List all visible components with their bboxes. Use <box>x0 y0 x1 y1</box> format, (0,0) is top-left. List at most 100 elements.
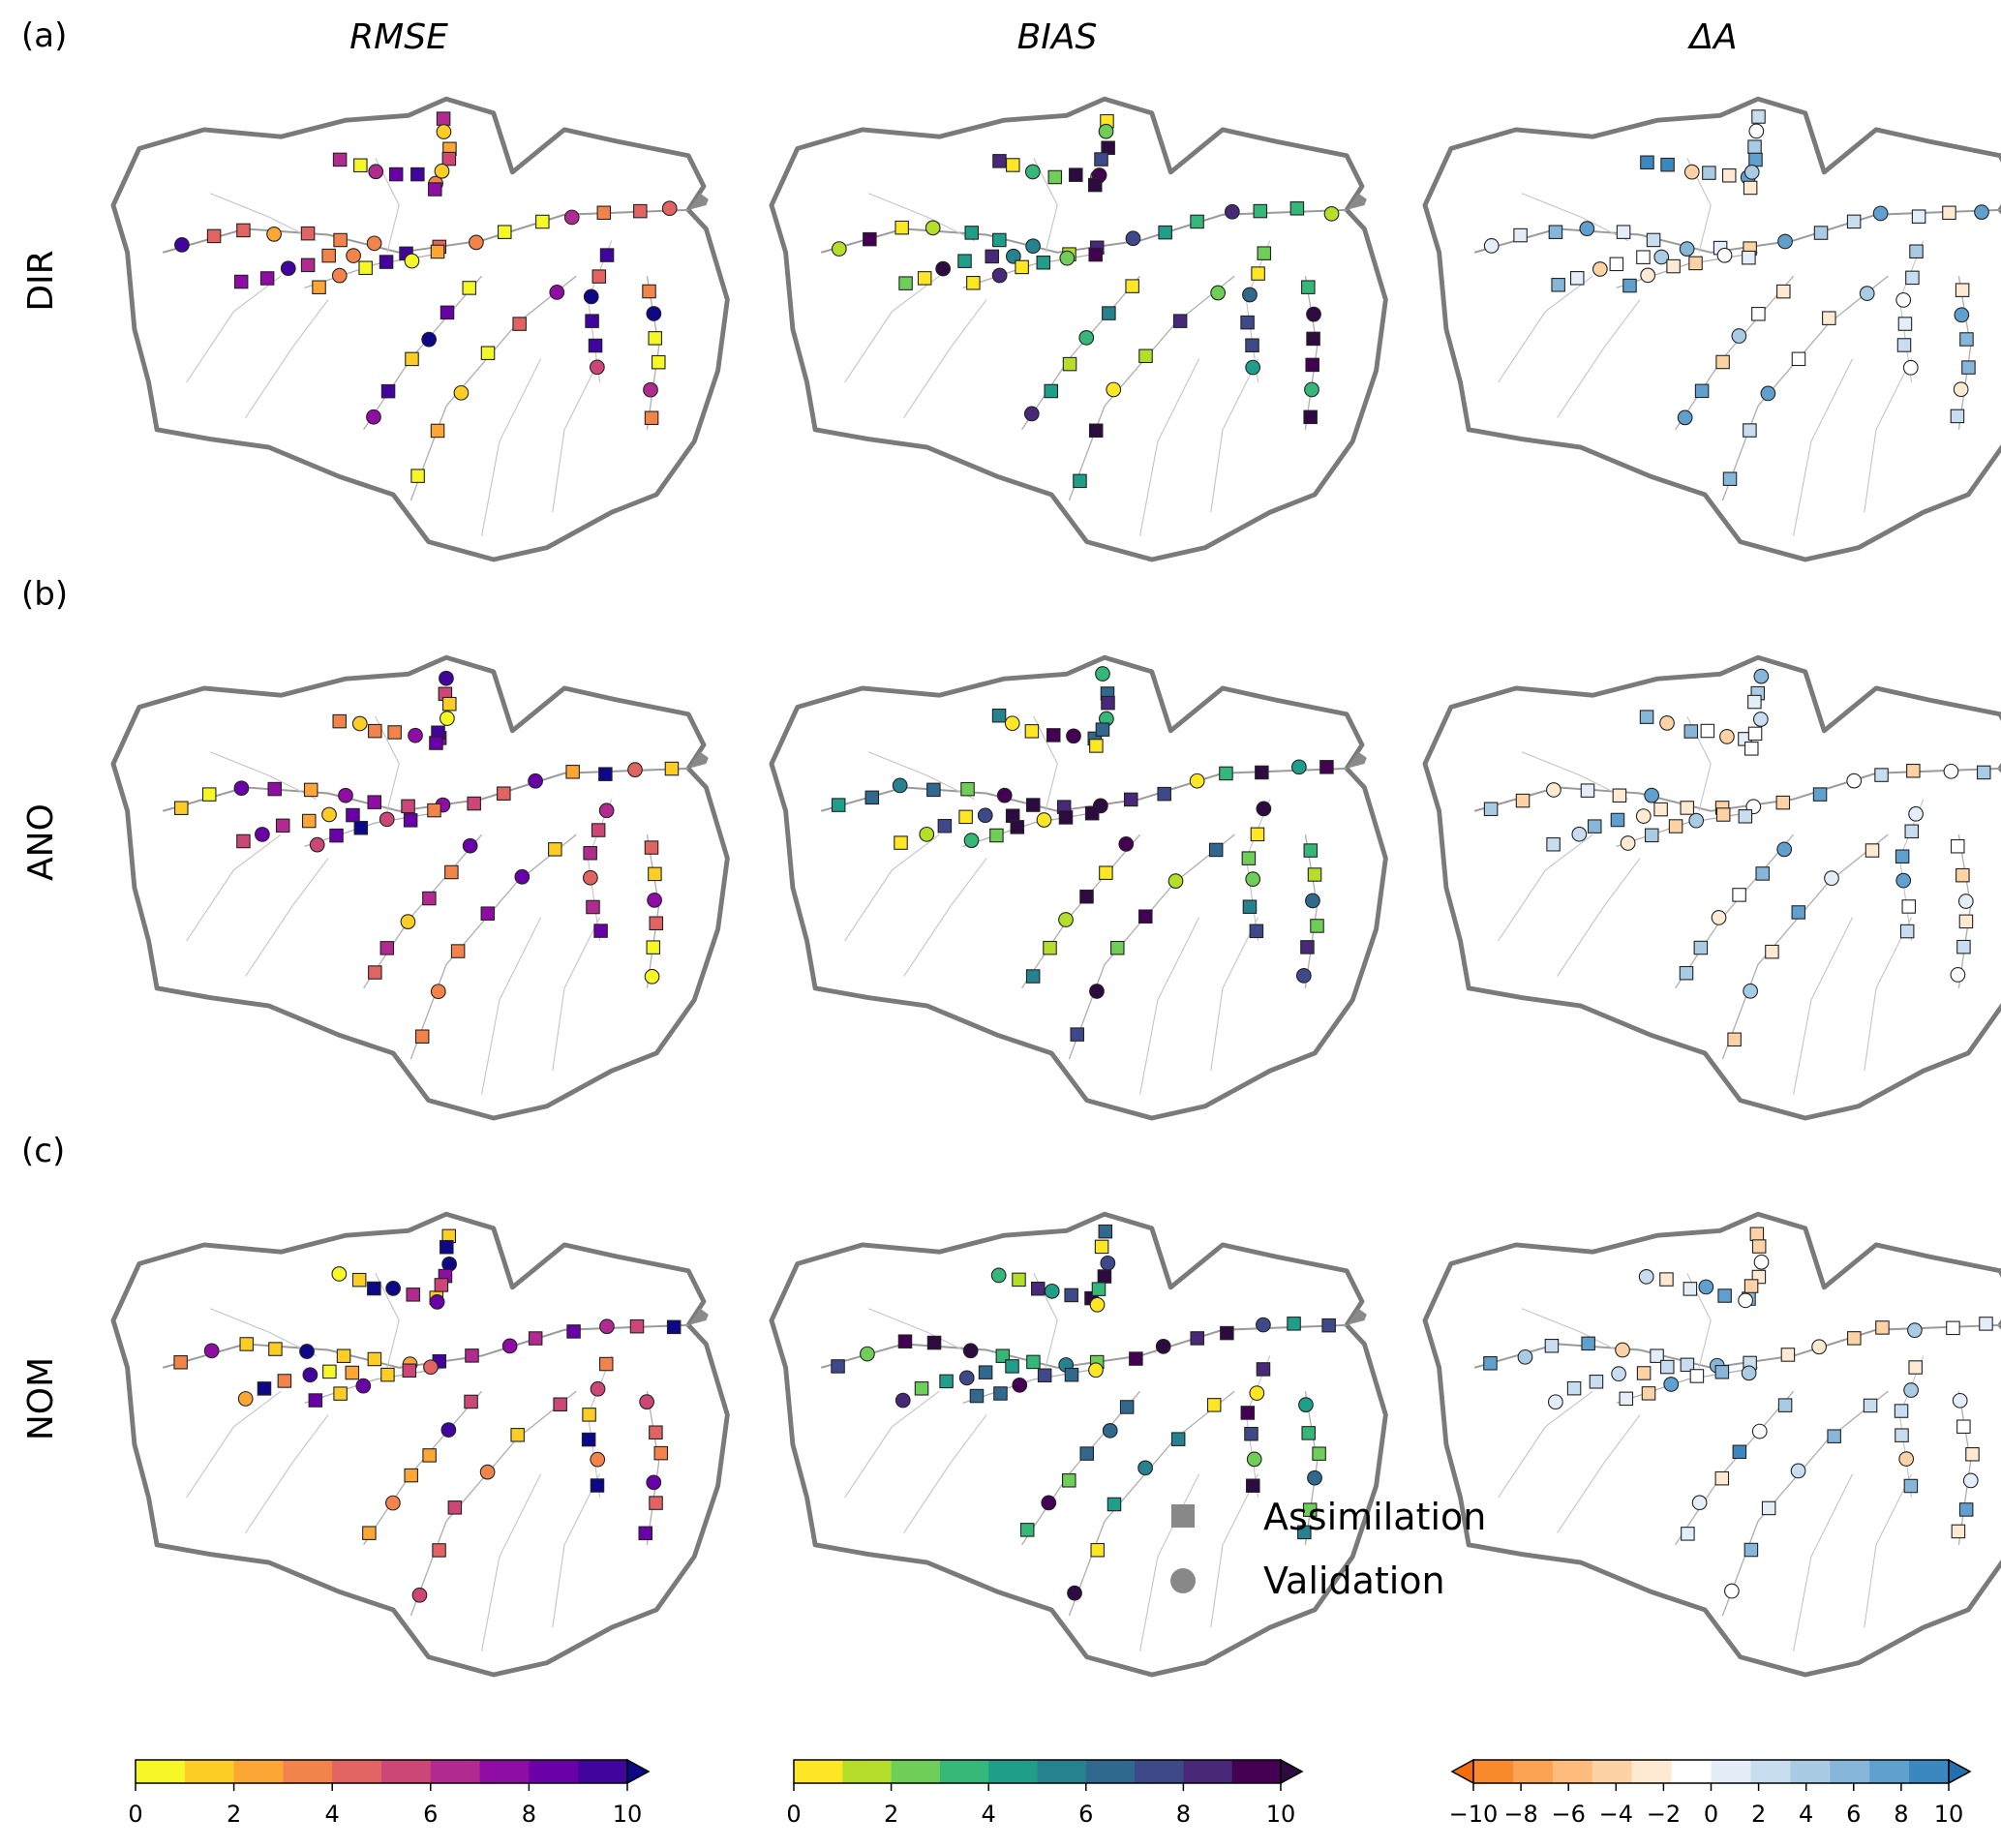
assimilation-station <box>427 803 441 818</box>
column-title-delta-a: ΔA <box>1686 17 1737 57</box>
assimilation-station <box>1319 760 1334 774</box>
assimilation-station <box>1006 158 1020 172</box>
assimilation-station <box>1310 919 1324 933</box>
validation-station <box>1245 871 1261 888</box>
validation-station <box>440 711 455 726</box>
validation-station <box>1895 292 1912 308</box>
assimilation-station <box>1680 1357 1695 1373</box>
validation-station <box>582 869 598 886</box>
validation-station <box>1620 835 1636 851</box>
validation-station <box>1711 910 1727 925</box>
colorbar-segment <box>1750 1760 1791 1783</box>
assimilation-station <box>174 801 189 816</box>
validation-station <box>309 836 325 853</box>
validation-station <box>583 288 599 305</box>
assimilation-station <box>1822 311 1836 325</box>
legend-square-marker <box>1171 1504 1195 1528</box>
assimilation-station <box>957 254 972 268</box>
assimilation-station <box>937 818 953 833</box>
validation-station <box>1748 123 1765 139</box>
assimilation-station <box>1812 787 1828 802</box>
assimilation-station <box>332 713 347 729</box>
assimilation-station <box>1717 1288 1732 1303</box>
basin-outline <box>113 657 727 1118</box>
validation-station <box>331 1266 348 1282</box>
assimilation-station <box>1714 1365 1730 1379</box>
validation-station <box>1023 406 1040 422</box>
column-title-bias: BIAS <box>1017 17 1098 57</box>
assimilation-station <box>1743 1279 1759 1293</box>
validation-station <box>598 803 615 819</box>
assimilation-station <box>1024 724 1040 739</box>
assimilation-station <box>1950 409 1965 424</box>
assimilation-station <box>1088 247 1103 262</box>
colorbars: 0 2 4 6 8 10 0 2 4 6 8 10 −10 −8 −6 −4 −2 0 2 4 6 8 10 <box>128 1758 1972 1828</box>
colorbar-1: 0 2 4 6 8 10 <box>128 1758 651 1828</box>
colorbar-tick-label: 6 <box>1078 1801 1093 1828</box>
assimilation-station <box>566 1324 581 1339</box>
assimilation-station <box>1951 1524 1966 1539</box>
validation-station <box>385 1281 402 1296</box>
validation-station <box>1291 759 1307 775</box>
validation-station <box>1663 1377 1680 1392</box>
assimilation-station <box>422 891 437 906</box>
assimilation-station <box>1515 793 1531 808</box>
assimilation-station <box>422 1448 437 1463</box>
validation-station <box>1644 787 1660 803</box>
assimilation-station <box>1693 940 1709 955</box>
assimilation-station <box>596 205 612 221</box>
assimilation-station <box>405 351 419 367</box>
validation-station <box>925 220 941 236</box>
validation-station <box>1546 782 1561 798</box>
validation-station <box>1066 728 1081 744</box>
assimilation-station <box>1749 1227 1765 1242</box>
validation-station <box>233 780 250 797</box>
assimilation-station <box>591 269 607 284</box>
colorbar-extend-right <box>1280 1758 1304 1785</box>
assimilation-station <box>1301 1426 1316 1440</box>
assimilation-station <box>1256 1362 1271 1377</box>
assimilation-station <box>333 232 348 248</box>
assimilation-station <box>652 354 666 370</box>
assimilation-station <box>591 823 606 837</box>
colorbar-tick-label: 2 <box>884 1801 898 1828</box>
validation-station <box>1688 812 1705 829</box>
assimilation-station <box>1289 201 1305 216</box>
colorbar-segment <box>1473 1760 1514 1783</box>
assimilation-station <box>429 736 443 750</box>
assimilation-station <box>590 1478 605 1493</box>
validation-station <box>590 1380 606 1397</box>
colorbar-tick-label: 0 <box>128 1801 142 1828</box>
validation-station <box>1952 1392 1968 1409</box>
assimilation-station <box>1679 965 1694 981</box>
assimilation-station <box>1544 1338 1560 1353</box>
assimilation-station <box>312 280 326 295</box>
assimilation-station <box>1747 726 1763 742</box>
validation-station <box>1776 841 1793 858</box>
assimilation-station <box>497 786 511 801</box>
colorbar-segment <box>1085 1760 1136 1783</box>
colorbar-segment <box>988 1760 1039 1783</box>
assimilation-station <box>1747 139 1762 154</box>
assimilation-station <box>1138 348 1153 364</box>
assimilation-station <box>1895 849 1910 863</box>
assimilation-station <box>1129 1351 1143 1366</box>
assimilation-station <box>1312 1446 1326 1461</box>
assimilation-station <box>1659 1272 1674 1287</box>
assimilation-station <box>1250 827 1265 842</box>
assimilation-station <box>387 725 402 740</box>
assimilation-station <box>831 798 846 812</box>
assimilation-station <box>206 228 222 244</box>
assimilation-station <box>1875 1320 1890 1335</box>
validation-station <box>599 1318 615 1335</box>
assimilation-station <box>239 1337 254 1351</box>
assimilation-station <box>1010 820 1025 834</box>
colorbar-tick-label: −2 <box>1647 1801 1681 1828</box>
colorbar-extend-right <box>1948 1758 1972 1785</box>
assimilation-station <box>1950 838 1965 854</box>
colorbar-segment <box>1671 1760 1713 1783</box>
assimilation-station <box>664 761 680 776</box>
validation-station <box>453 384 470 401</box>
colorbar-tick-label: 0 <box>1704 1801 1718 1828</box>
assimilation-station <box>1865 843 1880 858</box>
